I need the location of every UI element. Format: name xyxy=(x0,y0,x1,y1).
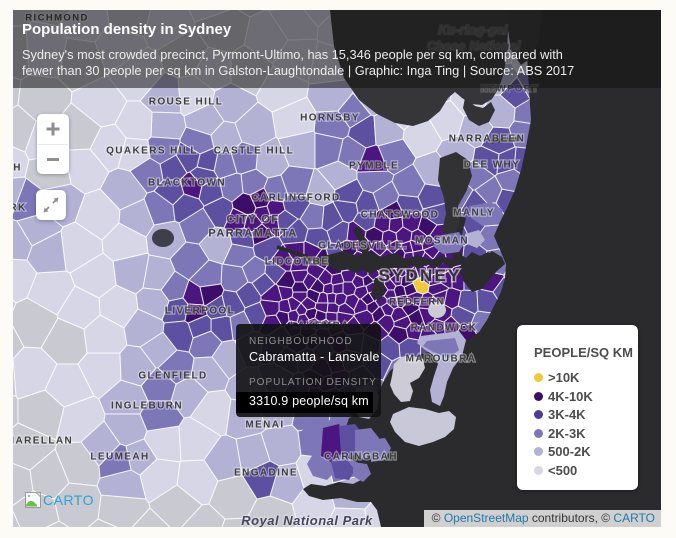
svg-text:QUAKERS HILL: QUAKERS HILL xyxy=(106,146,198,157)
svg-text:NARRABEEN: NARRABEEN xyxy=(449,134,526,145)
svg-text:LIVERPOOL: LIVERPOOL xyxy=(165,306,235,317)
svg-text:Royal National Park: Royal National Park xyxy=(241,513,373,527)
svg-text:INGLEBURN: INGLEBURN xyxy=(111,401,183,412)
svg-text:HORNSBY: HORNSBY xyxy=(300,113,360,124)
svg-text:GLENFIELD: GLENFIELD xyxy=(138,371,207,382)
svg-text:CITY OF: CITY OF xyxy=(227,214,280,226)
svg-text:LEUMEAH: LEUMEAH xyxy=(90,452,149,463)
svg-text:PARRAMATTA: PARRAMATTA xyxy=(208,228,297,240)
svg-text:ENGADINE: ENGADINE xyxy=(234,468,298,479)
svg-text:MENAI: MENAI xyxy=(245,420,284,431)
svg-text:MAROUBRA: MAROUBRA xyxy=(406,354,477,365)
svg-text:REDFERN: REDFERN xyxy=(389,297,445,308)
svg-text:NARELLAN: NARELLAN xyxy=(13,436,73,447)
svg-text:LIDCOMBE: LIDCOMBE xyxy=(265,257,330,268)
svg-text:ROUSE HILL: ROUSE HILL xyxy=(149,97,224,108)
svg-text:CHATSWOOD: CHATSWOOD xyxy=(361,210,440,221)
svg-text:PENRITH: PENRITH xyxy=(13,163,22,174)
svg-text:MANLY: MANLY xyxy=(453,208,495,219)
svg-text:DEE WHY: DEE WHY xyxy=(464,160,520,171)
svg-text:CARINGBAH: CARINGBAH xyxy=(324,452,398,463)
svg-text:PYMBLE: PYMBLE xyxy=(349,161,399,172)
svg-text:SYDNEY: SYDNEY xyxy=(378,266,461,285)
svg-text:RANDWICK: RANDWICK xyxy=(411,323,478,334)
svg-text:PARK: PARK xyxy=(13,203,27,214)
svg-text:MOSMAN: MOSMAN xyxy=(415,236,469,247)
svg-text:CARLINGFORD: CARLINGFORD xyxy=(251,193,340,204)
svg-text:GLADESVILLE.: GLADESVILLE. xyxy=(318,241,408,252)
svg-text:BLACKTOWN: BLACKTOWN xyxy=(148,178,226,189)
svg-text:CASTLE HILL: CASTLE HILL xyxy=(214,146,294,157)
